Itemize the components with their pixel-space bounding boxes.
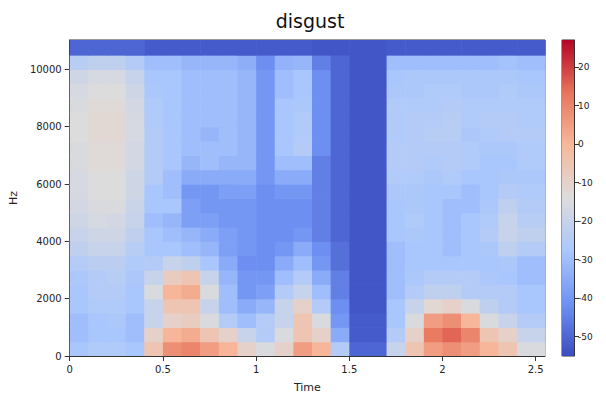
svg-text:1: 1 <box>253 364 259 375</box>
svg-text:0: 0 <box>55 351 61 362</box>
svg-text:0.5: 0.5 <box>155 364 171 375</box>
svg-text:Hz: Hz <box>7 191 20 205</box>
svg-text:0: 0 <box>578 139 584 149</box>
svg-text:8000: 8000 <box>36 121 61 132</box>
svg-text:-30: -30 <box>578 255 593 265</box>
svg-text:10: 10 <box>578 101 590 111</box>
svg-text:2: 2 <box>439 364 445 375</box>
svg-text:-20: -20 <box>578 216 593 226</box>
svg-text:-10: -10 <box>578 178 593 188</box>
svg-text:6000: 6000 <box>36 179 61 190</box>
svg-text:0: 0 <box>67 364 73 375</box>
svg-text:disgust: disgust <box>276 10 345 32</box>
svg-text:10000: 10000 <box>30 64 62 75</box>
svg-text:1.5: 1.5 <box>341 364 357 375</box>
svg-text:20: 20 <box>578 62 590 72</box>
svg-text:2000: 2000 <box>36 293 61 304</box>
svg-text:-50: -50 <box>578 332 593 342</box>
svg-text:Time: Time <box>293 381 321 394</box>
svg-text:2.5: 2.5 <box>528 364 544 375</box>
svg-text:4000: 4000 <box>36 236 61 247</box>
svg-text:-40: -40 <box>578 293 593 303</box>
